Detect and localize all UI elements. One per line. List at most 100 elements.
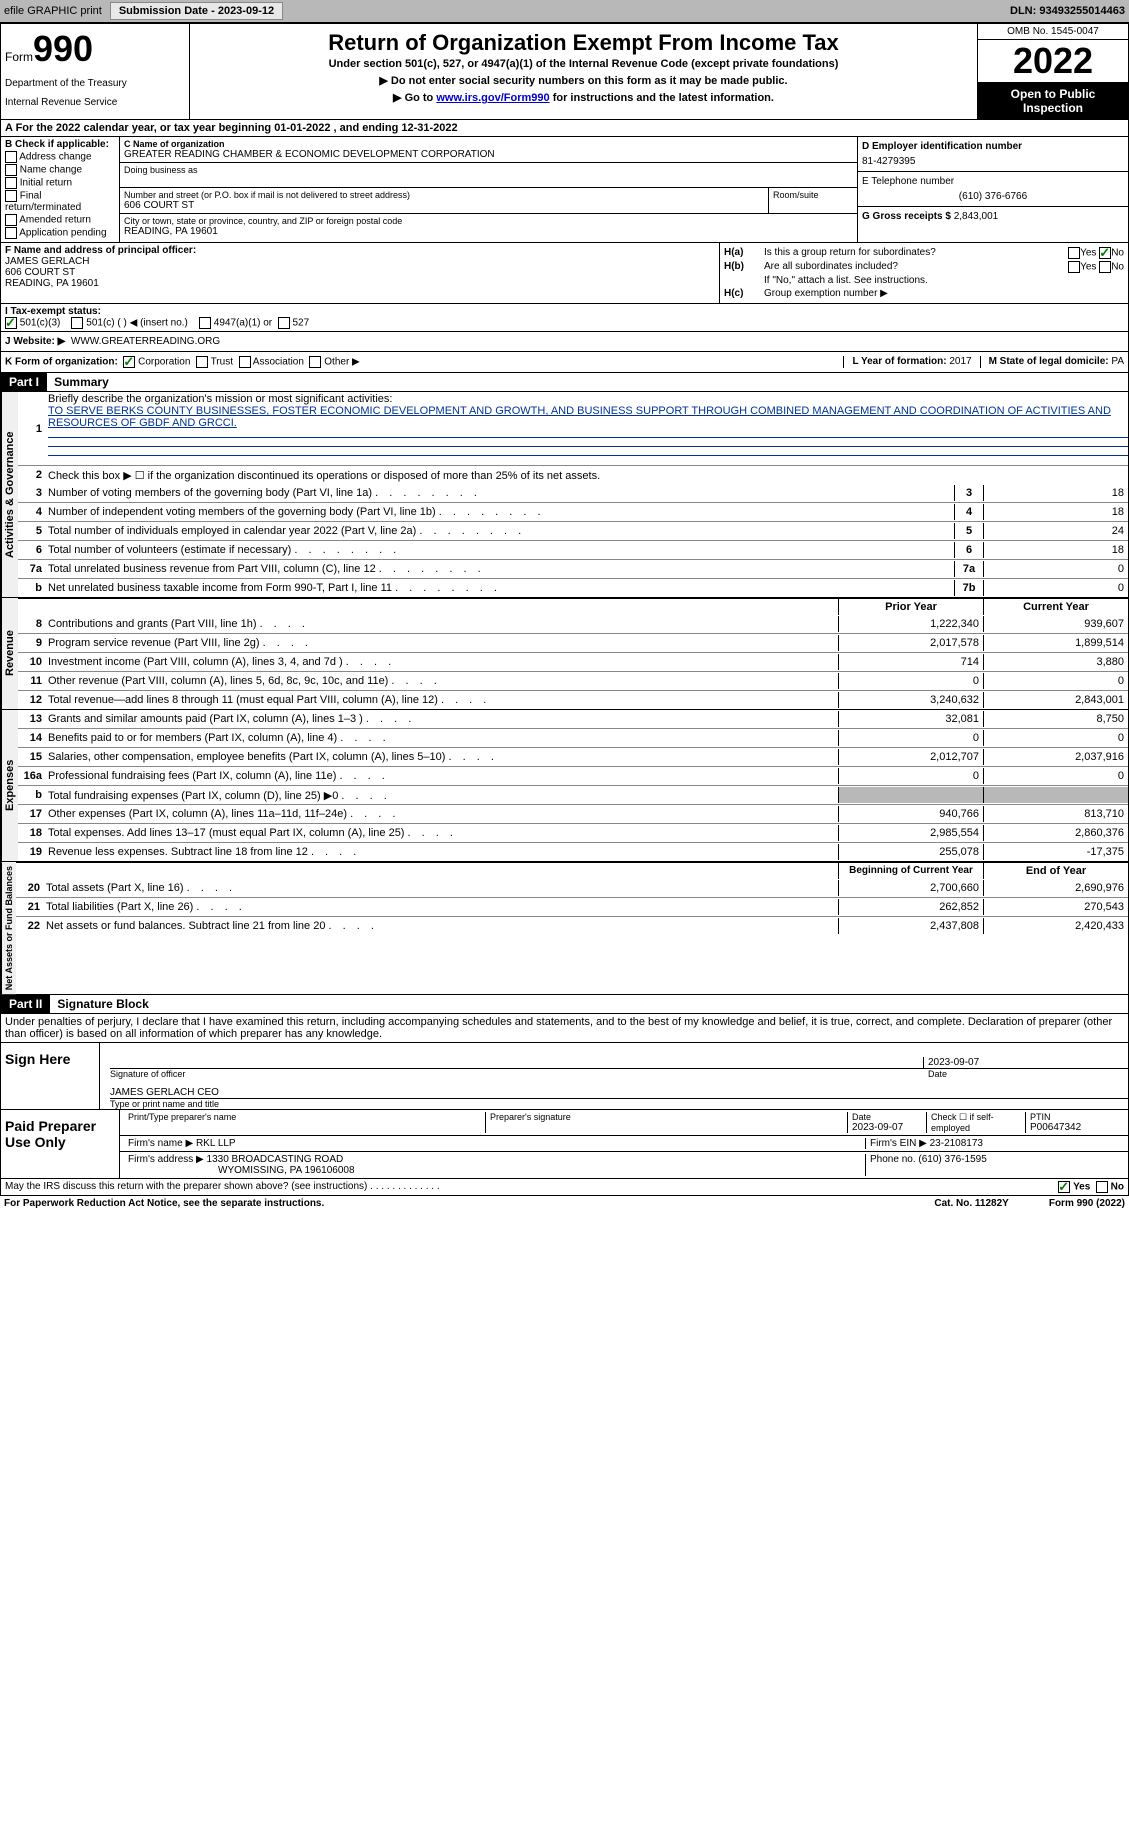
check-trust[interactable]	[196, 356, 208, 368]
room-suite-label: Room/suite	[769, 188, 857, 213]
cat-number: Cat. No. 11282Y	[934, 1198, 1008, 1209]
row-a-calendar-year: A For the 2022 calendar year, or tax yea…	[0, 120, 1129, 137]
form-number: 990	[33, 28, 93, 69]
sig-officer-label: Signature of officer	[110, 1069, 928, 1079]
section-fh: F Name and address of principal officer:…	[0, 243, 1129, 304]
summary-line: 12Total revenue—add lines 8 through 11 (…	[18, 690, 1128, 709]
phone-value: (610) 376-6766	[862, 191, 1124, 202]
firm-phone-value: (610) 376-1595	[918, 1154, 986, 1165]
gross-label: G Gross receipts $	[862, 211, 951, 222]
signer-name: JAMES GERLACH CEO	[110, 1079, 1128, 1099]
hc-text: Group exemption number ▶	[764, 288, 1124, 299]
hb-text: Are all subordinates included?	[764, 261, 1024, 273]
check-assoc[interactable]	[239, 356, 251, 368]
irs-label: Internal Revenue Service	[5, 97, 185, 108]
firm-ein-value: 23-2108173	[930, 1138, 983, 1149]
discuss-no-box[interactable]	[1096, 1181, 1108, 1193]
tax-year: 2022	[978, 40, 1128, 83]
check-final-return[interactable]: Final return/terminated	[5, 190, 115, 213]
sig-date-label: Date	[928, 1069, 1128, 1079]
hb-label: H(b)	[724, 261, 764, 273]
summary-line: 21Total liabilities (Part X, line 26) . …	[16, 897, 1128, 916]
irs-discuss-row: May the IRS discuss this return with the…	[0, 1179, 1129, 1196]
check-address-change[interactable]: Address change	[5, 151, 115, 163]
year-formation-value: 2017	[949, 356, 971, 367]
check-other[interactable]	[309, 356, 321, 368]
phone-label: E Telephone number	[862, 176, 1124, 187]
col-b-title: B Check if applicable:	[5, 139, 115, 150]
summary-line: 7aTotal unrelated business revenue from …	[18, 559, 1128, 578]
note-ssn: ▶ Do not enter social security numbers o…	[194, 74, 973, 87]
preparer-name-label: Print/Type preparer's name	[128, 1112, 481, 1122]
ha-text: Is this a group return for subordinates?	[764, 247, 1024, 259]
mission-text: TO SERVE BERKS COUNTY BUSINESSES, FOSTER…	[48, 405, 1111, 429]
omb-number: OMB No. 1545-0047	[978, 24, 1128, 40]
row-j: J Website: ▶ WWW.GREATERREADING.ORG	[0, 332, 1129, 352]
paperwork-notice: For Paperwork Reduction Act Notice, see …	[4, 1198, 324, 1209]
hb-yes-box[interactable]	[1068, 261, 1080, 273]
check-501c[interactable]	[71, 317, 83, 329]
irs-discuss-text: May the IRS discuss this return with the…	[5, 1181, 367, 1192]
summary-line: bNet unrelated business taxable income f…	[18, 578, 1128, 597]
summary-line: 17Other expenses (Part IX, column (A), l…	[18, 804, 1128, 823]
open-inspection-label: Open to Public Inspection	[978, 83, 1128, 119]
self-employed-check[interactable]: Check ☐ if self-employed	[927, 1112, 1026, 1133]
ein-value: 81-4279395	[862, 156, 1124, 167]
sign-date: 2023-09-07	[923, 1057, 1128, 1068]
summary-line: 11Other revenue (Part VIII, column (A), …	[18, 671, 1128, 690]
check-527[interactable]	[278, 317, 290, 329]
ha-yes-box[interactable]	[1068, 247, 1080, 259]
org-name-label: C Name of organization	[124, 139, 853, 149]
firm-ein-label: Firm's EIN ▶	[870, 1138, 927, 1149]
check-501c3[interactable]	[5, 317, 17, 329]
summary-line: 4Number of independent voting members of…	[18, 502, 1128, 521]
summary-line: 22Net assets or fund balances. Subtract …	[16, 916, 1128, 935]
end-year-header: End of Year	[983, 863, 1128, 879]
form-title: Return of Organization Exempt From Incom…	[194, 30, 973, 56]
tax-status-label: I Tax-exempt status:	[5, 306, 101, 317]
check-amended-return[interactable]: Amended return	[5, 214, 115, 226]
hb-no-box[interactable]	[1099, 261, 1111, 273]
current-year-header: Current Year	[983, 599, 1128, 615]
street-value: 606 COURT ST	[124, 200, 764, 211]
side-activities-governance: Activities & Governance	[1, 392, 18, 597]
part1-title: Summary	[50, 373, 113, 391]
dln-label: DLN: 93493255014463	[1010, 5, 1125, 17]
form-subtitle: Under section 501(c), 527, or 4947(a)(1)…	[194, 58, 973, 70]
summary-line: 13Grants and similar amounts paid (Part …	[18, 710, 1128, 728]
ptin-label: PTIN	[1030, 1112, 1120, 1122]
firm-name-value: RKL LLP	[196, 1138, 236, 1149]
summary-line: 16aProfessional fundraising fees (Part I…	[18, 766, 1128, 785]
discuss-yes-box[interactable]	[1058, 1181, 1070, 1193]
state-domicile-value: PA	[1111, 356, 1124, 367]
paid-preparer-label: Paid Preparer Use Only	[1, 1110, 119, 1178]
summary-line: 20Total assets (Part X, line 16) . . . .…	[16, 879, 1128, 897]
summary-line: 18Total expenses. Add lines 13–17 (must …	[18, 823, 1128, 842]
check-name-change[interactable]: Name change	[5, 164, 115, 176]
check-initial-return[interactable]: Initial return	[5, 177, 115, 189]
ha-label: H(a)	[724, 247, 764, 259]
website-label: J Website: ▶	[5, 336, 65, 347]
officer-addr1: 606 COURT ST	[5, 267, 715, 278]
efile-label: efile GRAPHIC print	[4, 5, 102, 17]
check-corp[interactable]	[123, 356, 135, 368]
firm-addr-label: Firm's address ▶	[128, 1154, 204, 1165]
hb-note: If "No," attach a list. See instructions…	[764, 275, 1124, 286]
check-application-pending[interactable]: Application pending	[5, 227, 115, 239]
firm-addr1-value: 1330 BROADCASTING ROAD	[207, 1154, 344, 1165]
line2-text: Check this box ▶ ☐ if the organization d…	[46, 469, 1128, 482]
irs-link[interactable]: www.irs.gov/Form990	[436, 92, 549, 104]
firm-addr2-value: WYOMISSING, PA 196106008	[218, 1165, 355, 1176]
sign-here-label: Sign Here	[1, 1043, 100, 1109]
signer-name-label: Type or print name and title	[110, 1099, 1128, 1109]
summary-line: 8Contributions and grants (Part VIII, li…	[18, 615, 1128, 633]
form-org-label: K Form of organization:	[5, 357, 118, 368]
summary-line: 6Total number of volunteers (estimate if…	[18, 540, 1128, 559]
summary-line: 10Investment income (Part VIII, column (…	[18, 652, 1128, 671]
dba-label: Doing business as	[124, 165, 853, 175]
check-4947[interactable]	[199, 317, 211, 329]
ha-no-box[interactable]	[1099, 247, 1111, 259]
officer-label: F Name and address of principal officer:	[5, 245, 196, 256]
firm-name-label: Firm's name ▶	[128, 1138, 193, 1149]
form-footer: Form 990 (2022)	[1049, 1198, 1125, 1209]
